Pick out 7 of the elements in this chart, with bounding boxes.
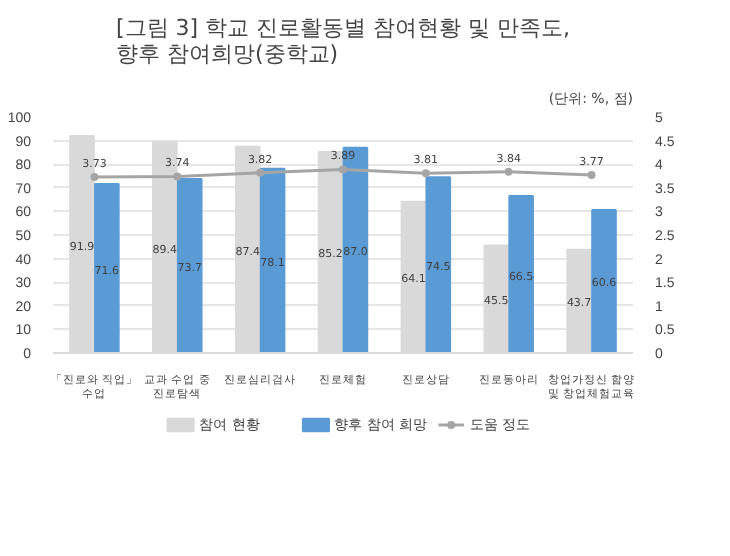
bar — [591, 208, 617, 353]
bar — [508, 195, 534, 353]
chart-title: [그림 3] 학교 진로활동별 참여현황 및 만족도, 향후 참여희망(중학교) — [115, 15, 571, 67]
bar — [425, 176, 452, 353]
bar — [94, 183, 120, 353]
bar — [259, 167, 286, 353]
bar — [176, 178, 203, 353]
